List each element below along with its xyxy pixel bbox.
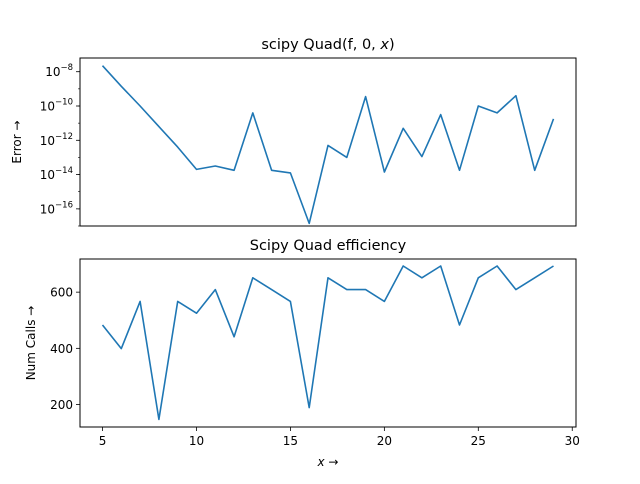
efficiency-plot-yticks: 200 400 600 <box>50 286 80 412</box>
efficiency-plot-xtick-label: 25 <box>471 434 486 448</box>
error-plot-ytick-label: 10−10 <box>40 98 73 114</box>
efficiency-plot-xtick-label: 15 <box>283 434 298 448</box>
efficiency-plot-series <box>103 266 554 419</box>
error-plot-yticks: 10−8 10−10 10−12 10−14 10−16 <box>40 63 80 226</box>
efficiency-plot-ytick-label: 400 <box>50 342 73 356</box>
efficiency-plot-xtick-label: 10 <box>189 434 204 448</box>
efficiency-plot-ytick-label: 600 <box>50 286 73 300</box>
efficiency-series-line <box>103 266 554 419</box>
error-series-line <box>103 66 554 224</box>
error-plot-ytick-label: 10−16 <box>40 200 73 216</box>
error-plot-ytick-label: 10−12 <box>40 132 73 148</box>
efficiency-plot-xlabel: x → <box>317 455 339 469</box>
efficiency-plot-frame <box>80 259 576 427</box>
efficiency-plot: Scipy Quad efficiency Num Calls → x → 20… <box>24 238 580 469</box>
error-plot-title: scipy Quad(f, 0, x) <box>261 37 394 53</box>
error-plot-ylabel: Error → <box>10 120 24 163</box>
error-plot-frame <box>80 58 576 226</box>
error-plot: scipy Quad(f, 0, x) Error → 10−810−1010−… <box>10 37 576 226</box>
error-plot-ytick-label: 10−8 <box>45 63 73 79</box>
efficiency-plot-xtick-label: 20 <box>377 434 392 448</box>
efficiency-plot-ylabel: Num Calls → <box>24 306 38 381</box>
error-plot-series <box>103 66 554 224</box>
error-plot-ytick-label: 10−14 <box>40 166 73 182</box>
efficiency-plot-xtick-label: 30 <box>565 434 580 448</box>
efficiency-plot-xticks: 5 10 15 20 25 30 <box>99 427 580 448</box>
efficiency-plot-ytick-label: 200 <box>50 398 73 412</box>
efficiency-plot-xtick-label: 5 <box>99 434 107 448</box>
efficiency-plot-title: Scipy Quad efficiency <box>250 238 407 254</box>
